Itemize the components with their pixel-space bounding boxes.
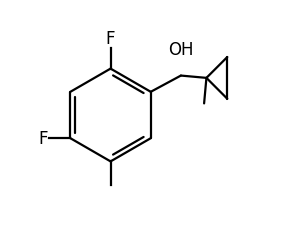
Text: F: F: [106, 29, 115, 47]
Text: OH: OH: [168, 41, 194, 59]
Text: F: F: [39, 130, 48, 148]
